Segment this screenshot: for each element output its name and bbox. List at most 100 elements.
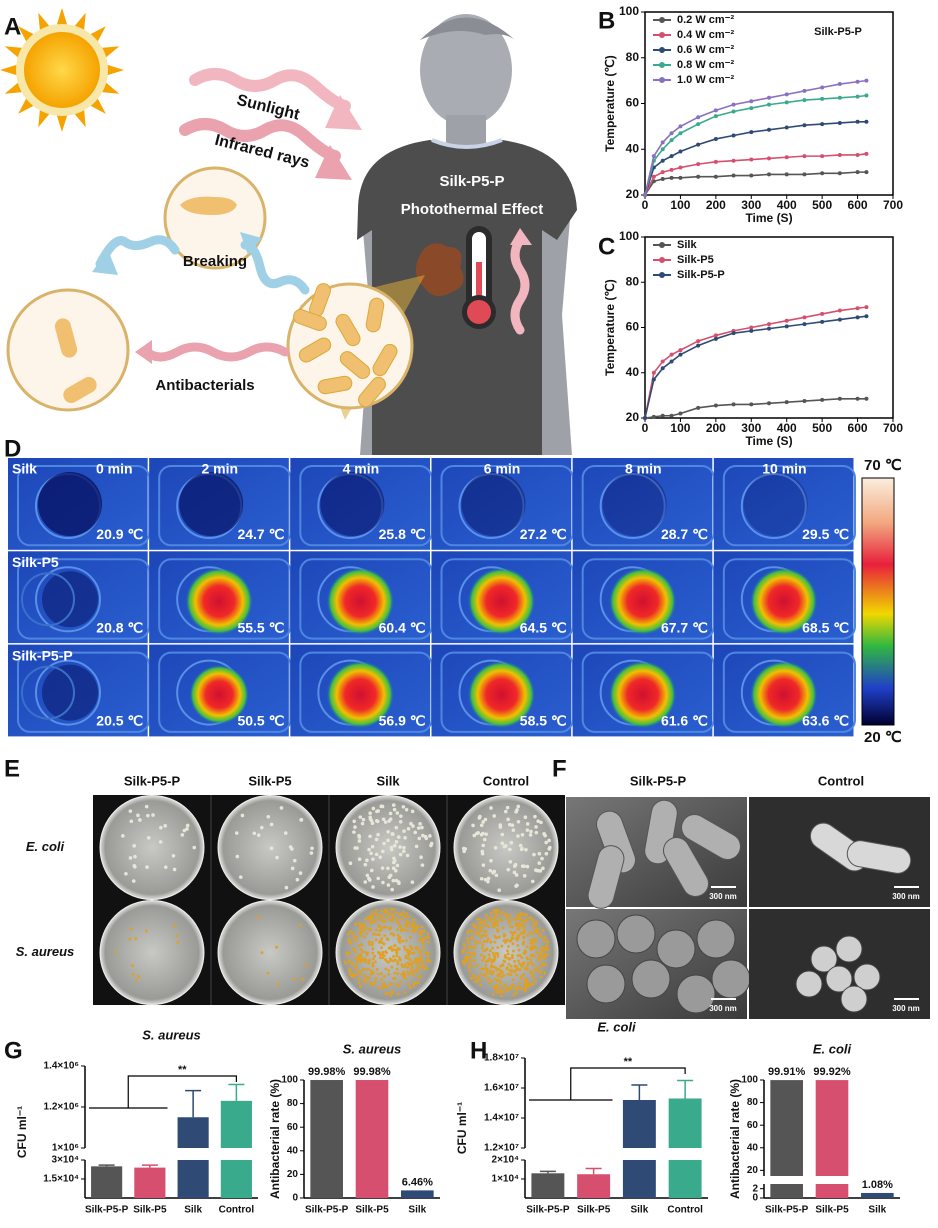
x-tick-label: Control bbox=[667, 1205, 703, 1216]
colony bbox=[537, 851, 542, 856]
temperature-label: 56.9 ℃ bbox=[379, 713, 426, 729]
data-point bbox=[802, 315, 807, 320]
colony bbox=[375, 809, 379, 814]
colony bbox=[151, 813, 155, 817]
bacterium bbox=[365, 297, 385, 333]
thermal-cell: 60.4 ℃ bbox=[290, 551, 433, 644]
colony bbox=[283, 831, 288, 835]
x-tick-label: 300 bbox=[741, 421, 761, 435]
colony bbox=[484, 967, 488, 971]
data-point bbox=[651, 370, 656, 375]
colony bbox=[501, 910, 505, 914]
colony bbox=[487, 925, 491, 929]
bacterium bbox=[317, 375, 353, 395]
data-point bbox=[837, 95, 842, 100]
panel-label: G bbox=[4, 1037, 23, 1064]
colony bbox=[418, 822, 422, 826]
bacterium-sphere bbox=[795, 970, 823, 998]
colony bbox=[368, 815, 373, 820]
colony bbox=[366, 951, 370, 955]
colony bbox=[424, 951, 428, 954]
colony bbox=[138, 818, 142, 822]
colony bbox=[144, 929, 148, 933]
colony bbox=[363, 968, 367, 972]
colony bbox=[417, 965, 421, 969]
petri-dish bbox=[99, 795, 205, 900]
colony bbox=[486, 937, 490, 941]
temperature-label: 20.5 ℃ bbox=[96, 713, 143, 729]
well bbox=[35, 566, 101, 633]
data-point bbox=[660, 170, 665, 175]
colony bbox=[357, 957, 361, 961]
scale-bar-label: 300 nm bbox=[892, 892, 920, 901]
colony bbox=[509, 840, 514, 845]
colony bbox=[477, 816, 482, 820]
colony bbox=[426, 932, 430, 936]
colony bbox=[531, 918, 535, 922]
chart-title: S. aureus bbox=[142, 1027, 201, 1042]
y-tick-label: 1×10⁶ bbox=[52, 1143, 79, 1154]
colony bbox=[529, 970, 533, 973]
colony bbox=[466, 937, 469, 940]
colony bbox=[371, 857, 375, 861]
colony bbox=[376, 876, 381, 881]
colony bbox=[543, 971, 547, 975]
colony bbox=[545, 944, 549, 948]
temperature-label: 20.9 ℃ bbox=[96, 526, 143, 542]
colony bbox=[394, 911, 398, 915]
colony bbox=[366, 967, 370, 971]
sun-core bbox=[24, 32, 100, 108]
colony bbox=[516, 834, 520, 838]
colony bbox=[502, 933, 506, 936]
x-tick-label: Silk bbox=[868, 1205, 886, 1216]
colony bbox=[477, 974, 481, 978]
x-tick-label: 200 bbox=[706, 198, 726, 212]
colony bbox=[395, 954, 399, 958]
colony bbox=[355, 935, 358, 939]
data-point bbox=[669, 138, 674, 143]
colony bbox=[363, 862, 368, 867]
colony bbox=[374, 852, 379, 857]
colony bbox=[389, 946, 393, 950]
bacterium-rod bbox=[681, 814, 741, 860]
thermal-cell: 50.5 ℃ bbox=[149, 644, 292, 737]
data-point bbox=[713, 333, 718, 338]
colony bbox=[473, 958, 476, 962]
colony bbox=[543, 963, 547, 967]
colony bbox=[386, 829, 390, 834]
data-point bbox=[784, 318, 789, 323]
colony bbox=[466, 955, 470, 959]
colony bbox=[370, 983, 374, 987]
colony bbox=[383, 982, 386, 985]
temperature-label: 27.2 ℃ bbox=[520, 526, 567, 542]
colony bbox=[428, 834, 432, 838]
panel-label: F bbox=[552, 755, 567, 782]
colony bbox=[380, 866, 385, 870]
colony bbox=[365, 917, 369, 920]
colony bbox=[275, 945, 279, 949]
illustration: Sunlight Infrared rays Silk-P5-P Phototh… bbox=[0, 8, 577, 455]
colony bbox=[541, 950, 545, 953]
colony bbox=[389, 932, 393, 936]
colorbar bbox=[861, 477, 895, 726]
colony bbox=[404, 939, 408, 943]
colony bbox=[352, 948, 356, 951]
colony bbox=[373, 980, 377, 984]
well-outline bbox=[722, 558, 856, 640]
sample-spot bbox=[461, 472, 526, 536]
colony bbox=[482, 949, 486, 953]
sample-spot bbox=[42, 571, 98, 628]
colony bbox=[381, 817, 386, 822]
colony bbox=[371, 962, 375, 965]
colony bbox=[413, 929, 417, 933]
data-point bbox=[651, 414, 656, 419]
colony bbox=[519, 932, 523, 935]
colony bbox=[511, 932, 514, 936]
data-point bbox=[696, 343, 701, 348]
material-label: Silk-P5-P bbox=[439, 173, 504, 190]
colony bbox=[358, 815, 363, 819]
colony bbox=[525, 822, 530, 826]
colony bbox=[403, 945, 406, 949]
colony bbox=[389, 994, 393, 997]
colony bbox=[355, 956, 358, 960]
